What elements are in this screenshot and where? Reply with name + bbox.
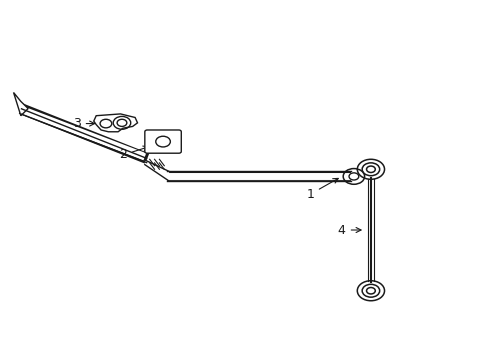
- Text: 3: 3: [73, 117, 94, 130]
- FancyBboxPatch shape: [144, 130, 181, 153]
- Polygon shape: [94, 114, 137, 132]
- Polygon shape: [144, 160, 169, 181]
- Polygon shape: [14, 93, 28, 116]
- Text: 4: 4: [337, 224, 360, 237]
- Text: 1: 1: [305, 179, 338, 201]
- Text: 2: 2: [119, 146, 148, 162]
